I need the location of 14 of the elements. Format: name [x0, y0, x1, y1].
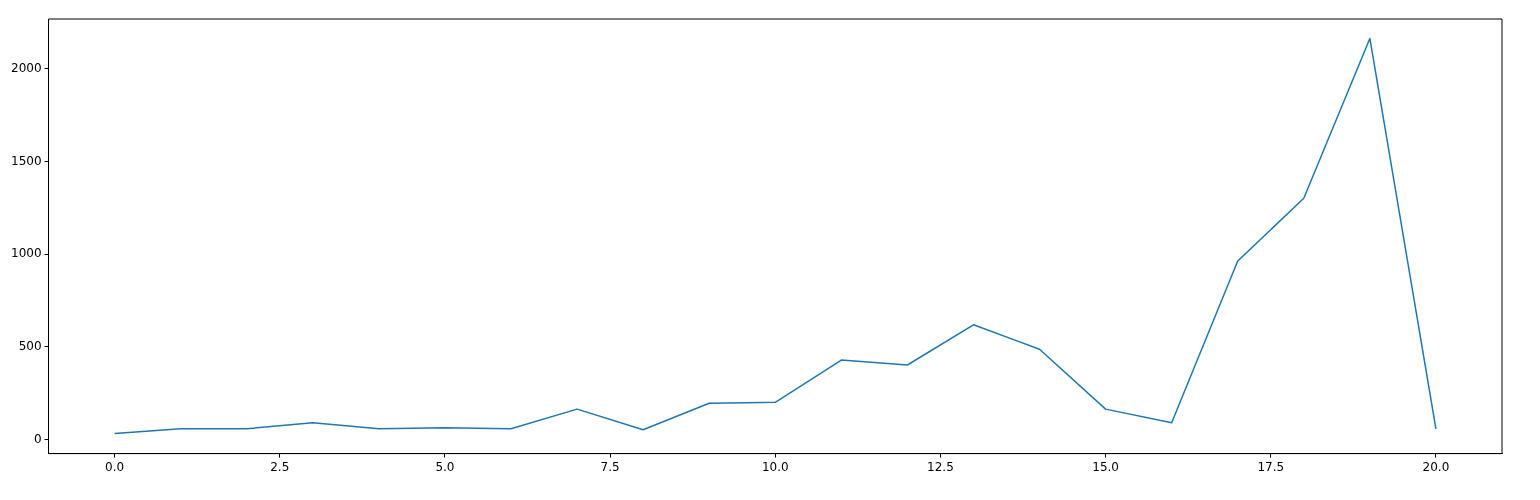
x-tick-label: 2.5: [270, 459, 290, 474]
x-tick-label: 7.5: [600, 459, 620, 474]
x-tick-label: 5.0: [435, 459, 455, 474]
y-tick-label: 1000: [10, 246, 42, 261]
y-tick-label: 1500: [10, 153, 42, 168]
y-tick-label: 2000: [10, 60, 42, 75]
y-tick-label: 0: [33, 431, 42, 446]
x-tick-label: 12.5: [927, 459, 954, 474]
x-tick-label: 10.0: [761, 459, 789, 474]
y-tick-label: 500: [18, 338, 42, 353]
x-tick-label: 20.0: [1422, 459, 1450, 474]
x-tick-label: 17.5: [1257, 459, 1285, 474]
x-tick-label: 0.0: [105, 459, 125, 474]
x-tick-label: 15.0: [1092, 459, 1119, 474]
